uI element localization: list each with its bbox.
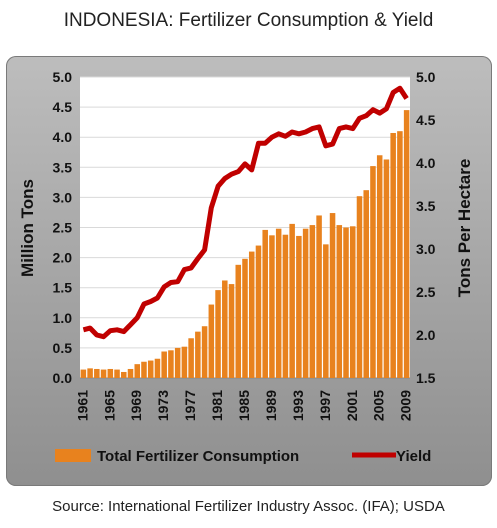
bar [161,351,167,378]
x-tick-label: 1977 [182,390,198,421]
x-axis: 1961 1965 1969 1973 1977 1981 1985 1989 1993 1997… [74,390,413,421]
y-tick-label: 2.0 [53,250,73,266]
bar [215,290,221,378]
bar [282,234,289,378]
x-tick-label: 2005 [371,390,387,421]
y2-tick-label: 4.0 [416,155,436,171]
bar [121,371,127,378]
bar [201,326,208,378]
legend: Total Fertilizer Consumption Yield [55,448,431,465]
y-tick-label: 3.5 [53,159,73,175]
y2-tick-label: 4.5 [416,112,436,128]
y-tick-label: 4.0 [53,129,73,145]
bar [343,227,349,378]
bar [403,110,410,379]
bar [316,215,322,378]
bar [289,223,295,378]
chart-title: INDONESIA: Fertilizer Consumption & Yiel… [63,10,434,31]
bar [356,196,363,378]
bar [269,235,275,378]
source-note: Source: International Fertilizer Industr… [52,498,445,515]
x-tick-label: 1965 [101,390,117,421]
bar [302,228,309,378]
y-tick-label: 0.0 [53,370,73,386]
legend-line-label: Yield [396,448,431,465]
bar [94,368,100,378]
bar [127,368,134,378]
bar [228,284,235,378]
bar [154,358,161,378]
y-axis-left: 0.0 0.5 1.0 1.5 2.0 2.5 3.0 3.5 4.0 4.5 5.0 [53,69,73,386]
legend-bar-label: Total Fertilizer Consumption [97,448,299,465]
y-tick-label: 4.5 [53,99,73,115]
bar [376,155,383,378]
bar [349,226,356,378]
bar [323,244,329,378]
bar [296,235,302,378]
bar [222,280,228,378]
x-tick-label: 1993 [290,390,306,421]
y-tick-label: 2.5 [53,220,73,236]
bar [390,132,396,378]
bar [168,350,174,378]
y2-tick-label: 2.5 [416,284,436,300]
bar [242,258,248,378]
bar [80,369,87,378]
bar [141,361,147,378]
bar [87,368,93,378]
bar [336,225,343,378]
bar [174,347,181,378]
bar [195,331,201,378]
yield-line [82,85,409,340]
x-tick-label: 1969 [128,390,144,421]
bar [262,229,268,378]
bar [235,264,242,378]
y-axis-title: Million Tons [18,179,37,277]
x-tick-label: 1997 [317,390,333,421]
y2-tick-label: 1.5 [416,370,436,386]
line-series [82,85,409,340]
y-tick-label: 1.0 [53,310,73,326]
bar [329,213,336,378]
y-tick-label: 0.5 [53,340,73,356]
bar [255,245,262,378]
bar [248,251,255,378]
x-tick-label: 2009 [398,390,414,421]
bar [147,360,154,378]
bar [370,166,376,378]
y-tick-label: 3.0 [53,189,73,205]
bar [208,304,215,378]
bar-series [80,110,410,379]
bar [188,338,194,378]
x-tick-label: 1973 [155,390,171,421]
bar [309,225,316,378]
bar [114,369,120,378]
bar [134,364,141,378]
y2-tick-label: 3.5 [416,198,436,214]
x-tick-label: 1981 [209,390,225,421]
bar [397,131,403,378]
y2-tick-label: 5.0 [416,69,436,85]
bar [275,228,282,378]
bar [100,369,107,378]
bar [107,368,114,378]
y2-axis-title: Tons Per Hectare [455,159,474,298]
x-tick-label: 1961 [74,390,90,421]
x-tick-label: 1989 [263,390,279,421]
y-tick-label: 1.5 [53,280,73,296]
y2-tick-label: 2.0 [416,327,436,343]
y-tick-label: 5.0 [53,69,73,85]
y-axis-right: 1.5 2.0 2.5 3.0 3.5 4.0 4.5 5.0 [416,69,436,386]
legend-bar-swatch [55,449,91,462]
bar [181,346,188,378]
bar [363,190,369,378]
y2-tick-label: 3.0 [416,241,436,257]
x-tick-label: 2001 [344,390,360,421]
bar [383,159,390,378]
x-tick-label: 1985 [236,390,252,421]
